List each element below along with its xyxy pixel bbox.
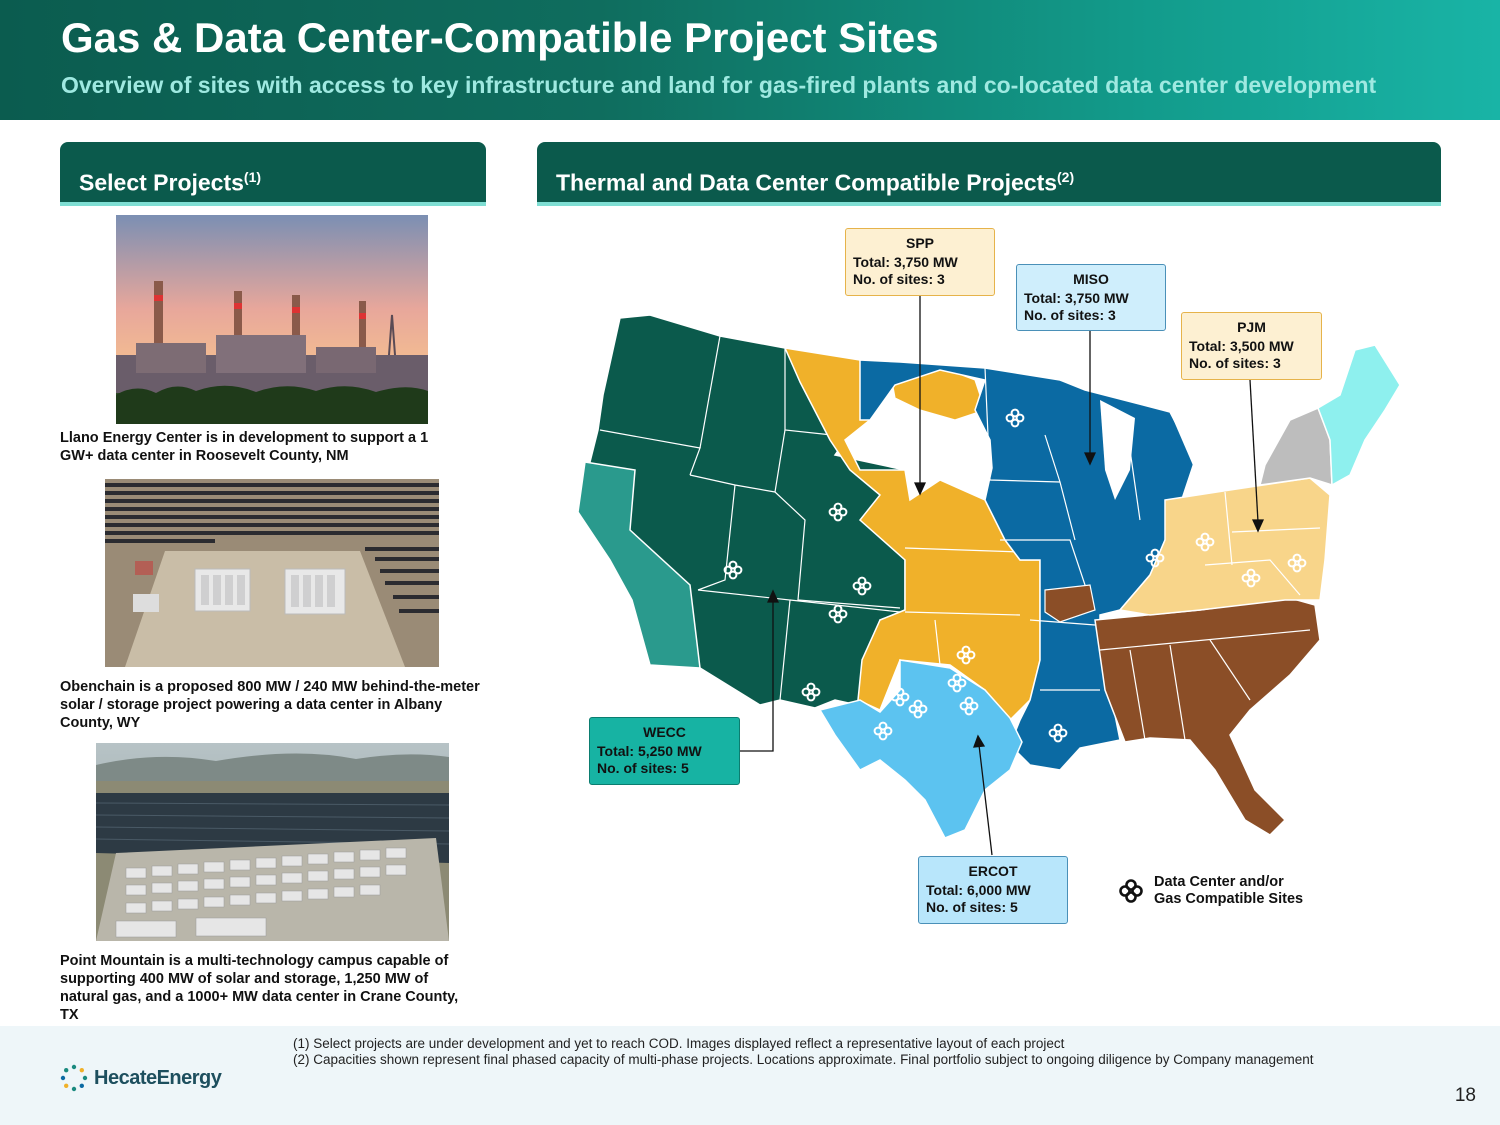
miso-name: MISO: [1073, 271, 1109, 287]
page-subtitle: Overview of sites with access to key inf…: [61, 72, 1377, 98]
pjm-callout: PJM Total: 3,500 MW No. of sites: 3: [1181, 312, 1322, 380]
wecc-sites: No. of sites: 5: [597, 760, 689, 776]
point-mountain-photo: [96, 743, 449, 941]
llano-caption: Llano Energy Center is in development to…: [60, 430, 429, 464]
pjm-sites: No. of sites: 3: [1189, 355, 1281, 371]
point-mountain-caption: Point Mountain is a multi-technology cam…: [60, 953, 459, 1023]
select-projects-title: Select Projects: [79, 169, 244, 196]
hecate-logo: HecateEnergy: [60, 1064, 222, 1092]
site-icon-ercot-1: [947, 673, 967, 693]
logo-text: HecateEnergy: [94, 1066, 222, 1089]
isone-region: [1317, 344, 1401, 487]
legend-label: Data Center and/or Gas Compatible Sites: [1154, 874, 1304, 907]
footer: [0, 1026, 1500, 1125]
ercot-callout: ERCOT Total: 6,000 MW No. of sites: 5: [918, 856, 1068, 924]
data-center-site-icon: [1119, 879, 1143, 903]
pjm-name: PJM: [1237, 319, 1266, 335]
obenchain-caption: Obenchain is a proposed 800 MW / 240 MW …: [60, 679, 480, 731]
site-icon-ercot-5: [873, 721, 893, 741]
map-panel-title: Thermal and Data Center Compatible Proje…: [556, 169, 1058, 196]
site-icon-ercot-3: [908, 699, 928, 719]
hecate-logo-icon: [60, 1064, 88, 1092]
ercot-sites: No. of sites: 5: [926, 899, 1018, 915]
ercot-region: [818, 659, 1023, 839]
spp-sites: No. of sites: 3: [853, 271, 945, 287]
miso-sites: No. of sites: 3: [1024, 307, 1116, 323]
wecc-name: WECC: [643, 724, 686, 740]
page-title: Gas & Data Center-Compatible Project Sit…: [61, 14, 939, 61]
site-icon-spp-2: [956, 645, 976, 665]
wecc-total: Total: 5,250 MW: [597, 743, 702, 759]
ercot-total: Total: 6,000 MW: [926, 882, 1031, 898]
site-icon-ercot-4: [959, 696, 979, 716]
ercot-name: ERCOT: [968, 863, 1018, 879]
spp-total: Total: 3,750 MW: [853, 254, 958, 270]
header-banner: Gas & Data Center-Compatible Project Sit…: [0, 0, 1500, 120]
obenchain-photo: [105, 479, 439, 667]
site-icon-wecc-5: [801, 682, 821, 702]
site-icon-pjm-1: [1195, 532, 1215, 552]
site-icon-pjm-2: [1287, 553, 1307, 573]
footnote-ref-1: (1): [243, 169, 262, 185]
pjm-total: Total: 3,500 MW: [1189, 338, 1294, 354]
nyiso-region: [1259, 407, 1333, 487]
site-icon-spp-1: [927, 450, 947, 470]
spp-callout: SPP Total: 3,750 MW No. of sites: 3: [845, 228, 995, 296]
site-icon-wecc-4: [828, 604, 848, 624]
site-icon-miso-3: [1048, 723, 1068, 743]
caiso-region: [577, 461, 701, 669]
map-legend: Data Center and/or Gas Compatible Sites: [1118, 874, 1314, 908]
site-icon-wecc-3: [852, 576, 872, 596]
site-icon-pjm-3: [1241, 568, 1261, 588]
site-icon-miso-1: [1005, 408, 1025, 428]
wecc-region: [582, 314, 906, 711]
miso-callout: MISO Total: 3,750 MW No. of sites: 3: [1016, 264, 1166, 331]
select-projects-header: Select Projects(1): [60, 142, 486, 206]
spp-region: [783, 347, 1041, 722]
site-icon-wecc-1: [828, 502, 848, 522]
miso-region: [859, 359, 1196, 771]
map-panel-header: Thermal and Data Center Compatible Proje…: [537, 142, 1441, 206]
pjm-region: [1118, 477, 1331, 616]
footnote-1: (1) Select projects are under developmen…: [293, 1036, 1065, 1051]
spp-name: SPP: [905, 235, 934, 251]
wecc-callout: WECC Total: 5,250 MW No. of sites: 5: [589, 717, 740, 785]
site-icon-wecc-2: [723, 560, 743, 580]
llano-energy-photo: [116, 215, 428, 424]
footnote-2: (2) Capacities shown represent final pha…: [293, 1052, 1314, 1067]
page-number: 18: [1454, 1085, 1476, 1106]
southeast-region: [1094, 597, 1321, 836]
miso-total: Total: 3,750 MW: [1024, 290, 1129, 306]
site-icon-ercot-2: [890, 687, 910, 707]
footnote-ref-2: (2): [1057, 169, 1075, 185]
site-icon-miso-2: [1145, 548, 1165, 568]
